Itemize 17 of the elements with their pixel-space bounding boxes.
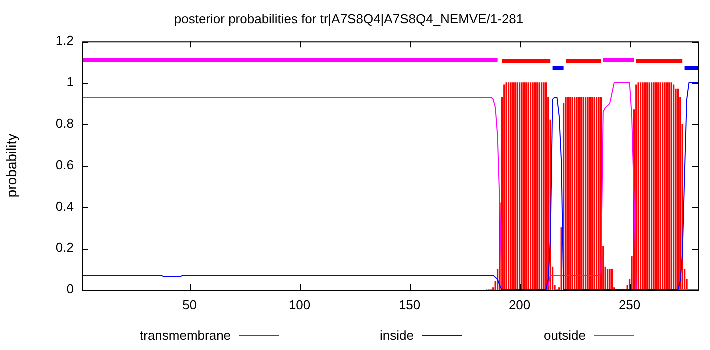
y-axis-title: probability (3, 134, 20, 198)
y-tick-label: 0.8 (56, 116, 74, 131)
y-tick-label: 1 (66, 74, 74, 90)
chart-title: posterior probabilities for tr|A7S8Q4|A7S8Q4_NEMVE/1-281 (174, 11, 524, 26)
legend-label: transmembrane (140, 328, 232, 343)
x-tick-label: 200 (508, 297, 531, 312)
legend-label: inside (380, 328, 414, 343)
x-tick-label: 250 (618, 297, 641, 312)
y-tick-label: 1.2 (56, 33, 74, 48)
x-tick-label: 150 (398, 297, 421, 312)
y-tick-label: 0 (66, 282, 74, 297)
x-tick-label: 100 (288, 297, 311, 312)
y-tick-label: 0.6 (56, 157, 74, 172)
legend-label: outside (544, 328, 586, 343)
y-tick-label: 0.2 (56, 240, 74, 256)
x-tick-label: 50 (182, 297, 198, 312)
y-tick-label: 0.4 (56, 198, 74, 214)
